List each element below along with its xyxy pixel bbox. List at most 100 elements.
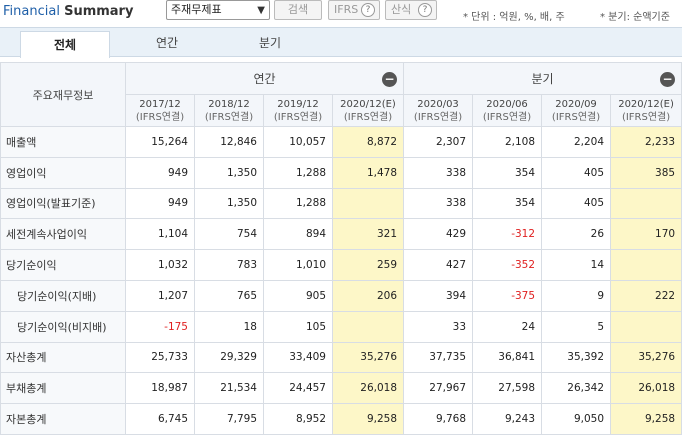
table-cell: 2,204 (541, 126, 612, 158)
table-cell: 783 (194, 249, 264, 281)
table-cell: 2,233 (610, 126, 682, 158)
table-cell: 26,018 (610, 372, 682, 405)
row-label: 영업이익(발표기준) (0, 187, 126, 220)
table-cell: 27,598 (472, 372, 543, 405)
column-header: 2020/03 (IFRS연결) (403, 94, 474, 127)
table-row: 부채총계 18,987 21,534 24,457 26,018 27,967 27,598… (0, 372, 682, 405)
page-title-part1: Financial (3, 4, 60, 19)
table-cell: 105 (263, 310, 333, 343)
period-basis-note: * 분기: 순액기준 (600, 12, 670, 23)
table-cell (610, 187, 682, 220)
table-cell: 8,952 (263, 403, 333, 435)
tab-annual[interactable]: 연간 (155, 36, 179, 50)
table-cell: 1,478 (331, 156, 405, 189)
table-cell: -175 (125, 310, 195, 343)
table-cell: 18,987 (125, 372, 195, 405)
table-cell: 206 (331, 279, 405, 312)
table-cell: 9 (541, 279, 612, 312)
table-cell: 36,841 (472, 341, 543, 374)
table-cell: 754 (194, 218, 264, 251)
column-period: 2020/03 (417, 98, 459, 110)
table-row: 매출액 15,264 12,846 10,057 8,872 2,307 2,108 2,20… (0, 126, 682, 158)
row-label: 세전계속사업이익 (0, 218, 126, 251)
table-cell: 259 (331, 249, 405, 281)
table-cell: 9,243 (472, 403, 543, 435)
row-label: 당기순이익(비지배) (0, 310, 126, 343)
table-cell: 35,392 (541, 341, 612, 374)
annual-group-header: 연간 − (124, 62, 405, 95)
financial-summary-table: 주요재무정보 연간 − 분기 − 2017/12 (IFRS연결) 2018/12(… (0, 62, 682, 435)
table-cell: 1,288 (263, 156, 333, 189)
table-cell (610, 310, 682, 343)
column-basis: (IFRS연결) (135, 111, 185, 123)
table-cell: 170 (610, 218, 682, 251)
table-cell: 405 (541, 156, 612, 189)
table-cell: 1,350 (194, 187, 264, 220)
column-period: 2020/12(E) (340, 98, 396, 110)
row-label: 당기순이익 (0, 249, 126, 281)
row-label: 자본총계 (0, 403, 126, 435)
table-cell: 894 (263, 218, 333, 251)
collapse-quarter-icon[interactable]: − (660, 72, 676, 87)
table-cell (331, 187, 405, 220)
page-title-part2: Summary (64, 4, 134, 19)
annual-group-label: 연간 (253, 72, 276, 86)
table-cell: 405 (541, 187, 612, 220)
statement-type-select[interactable]: 주재무제표 ▼ (166, 0, 270, 20)
help-icon: ? (418, 3, 432, 17)
ifrs-label: IFRS (334, 3, 359, 16)
column-header: 2020/12(E) (IFRS연결) (331, 94, 405, 127)
top-bar: Financial Summary 주재무제표 ▼ 검색 IFRS ? 산식 ?… (0, 0, 682, 26)
table-cell: 949 (125, 156, 195, 189)
column-period: 2019/12 (277, 98, 319, 110)
table-cell: 10,057 (263, 126, 333, 158)
quarter-group-header: 분기 − (403, 62, 682, 95)
table-cell: 222 (610, 279, 682, 312)
table-cell: 1,104 (125, 218, 195, 251)
table-cell: 27,967 (403, 372, 474, 405)
table-cell: 5 (541, 310, 612, 343)
table-row: 자산총계 25,733 29,329 33,409 35,276 37,735 36,841… (0, 341, 682, 374)
column-period: 2017/12 (139, 98, 181, 110)
table-cell (331, 310, 405, 343)
row-label: 자산총계 (0, 341, 126, 374)
formula-label: 산식 (391, 3, 412, 16)
table-cell: 354 (472, 156, 543, 189)
table-row: 영업이익 949 1,350 1,288 1,478 338 354 405 385 (0, 156, 682, 189)
column-header: 2020/12(E) (IFRS연결) (610, 94, 682, 127)
tab-quarterly[interactable]: 분기 (258, 36, 282, 50)
table-cell (610, 249, 682, 281)
table-cell: 1,288 (263, 187, 333, 220)
formula-button[interactable]: 산식 ? (385, 0, 437, 20)
corner-header: 주요재무정보 (0, 62, 126, 127)
table-cell: 18 (194, 310, 264, 343)
tab-all[interactable]: 전체 (20, 31, 110, 58)
ifrs-button[interactable]: IFRS ? (328, 0, 380, 20)
table-cell: 394 (403, 279, 474, 312)
table-row: 영업이익(발표기준) 949 1,350 1,288 338 354 405 (0, 187, 682, 220)
table-row: 당기순이익(비지배) -175 18 105 33 24 5 (0, 310, 682, 343)
unit-note: * 단위 : 억원, %, 배, 주 (463, 12, 565, 23)
table-cell: 427 (403, 249, 474, 281)
collapse-annual-icon[interactable]: − (382, 72, 398, 87)
column-basis: (IFRS연결) (273, 111, 323, 123)
column-basis: (IFRS연결) (482, 111, 532, 123)
table-cell: 25,733 (125, 341, 195, 374)
table-cell: 1,207 (125, 279, 195, 312)
column-basis: (IFRS연결) (413, 111, 463, 123)
table-cell: 26,018 (331, 372, 405, 405)
table-cell: 429 (403, 218, 474, 251)
table-cell: 905 (263, 279, 333, 312)
table-cell: 35,276 (610, 341, 682, 374)
statement-type-value: 주재무제표 (171, 3, 222, 16)
table-cell: 765 (194, 279, 264, 312)
table-row: 세전계속사업이익 1,104 754 894 321 429 -312 26 170 (0, 218, 682, 251)
page-title: Financial Summary (3, 4, 133, 19)
table-cell: 24,457 (263, 372, 333, 405)
table-cell: 24 (472, 310, 543, 343)
column-header: 2017/12 (IFRS연결) (125, 94, 195, 127)
column-period: 2018/12 (208, 98, 250, 110)
column-header: 2020/06 (IFRS연결) (472, 94, 543, 127)
table-cell: 2,307 (403, 126, 474, 158)
search-button[interactable]: 검색 (274, 0, 322, 20)
